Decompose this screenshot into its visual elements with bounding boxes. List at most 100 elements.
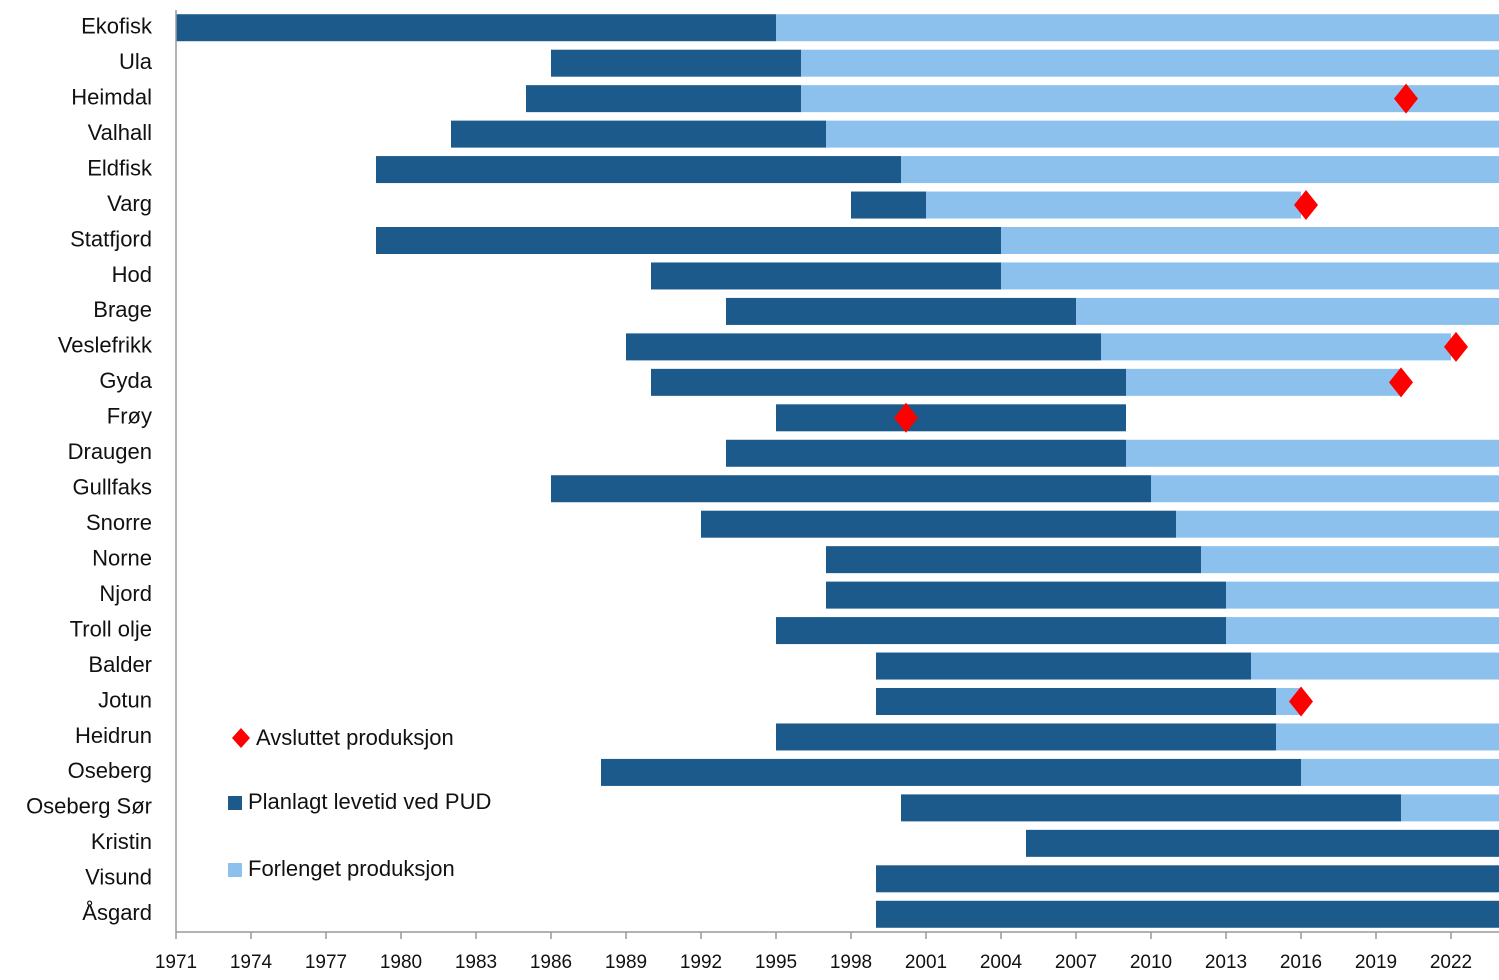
bar-segment	[601, 758, 1301, 786]
y-tick-label: Heidrun	[75, 723, 152, 748]
bar-segment	[1126, 368, 1401, 396]
bar-segment	[1101, 333, 1451, 361]
y-tick-label: Snorre	[86, 510, 152, 535]
bar-segment	[376, 227, 1001, 254]
bar-segment	[776, 404, 1126, 432]
end-marker	[1394, 83, 1418, 114]
y-tick-label: Hod	[112, 262, 152, 287]
bar-segment	[451, 120, 826, 148]
bar-segment	[1251, 652, 1499, 680]
y-tick-label: Oseberg	[68, 758, 152, 783]
bar-segment	[901, 156, 1499, 184]
x-tick-label: 2016	[1280, 952, 1322, 973]
x-tick-label: 2004	[980, 952, 1023, 973]
y-tick-label: Brage	[93, 297, 152, 322]
bar-segment	[1276, 723, 1499, 751]
y-tick-label: Ula	[119, 49, 153, 74]
y-tick-label: Jotun	[98, 687, 152, 712]
x-tick-label: 1992	[680, 952, 722, 973]
bar-segment	[176, 14, 776, 42]
bar-segment	[776, 617, 1226, 645]
bar-segment	[776, 723, 1276, 751]
x-tick-label: 1989	[605, 952, 647, 973]
x-tick-label: 1980	[380, 952, 422, 973]
bar-segment	[1151, 475, 1499, 503]
bar-segment	[1226, 617, 1499, 645]
y-tick-label: Varg	[107, 191, 152, 216]
y-tick-label: Gyda	[99, 368, 152, 393]
y-tick-label: Balder	[88, 652, 152, 677]
bar-segment	[1176, 510, 1499, 538]
bar-segment	[876, 652, 1251, 680]
bar-segment	[1076, 297, 1499, 325]
bar-segment	[1301, 758, 1499, 786]
x-tick-label: 1971	[155, 952, 197, 973]
bar-segment	[1001, 262, 1499, 290]
y-tick-label: Frøy	[107, 404, 152, 429]
x-tick-label: 2022	[1430, 952, 1472, 973]
y-tick-label: Valhall	[88, 120, 152, 145]
bar-segment	[876, 688, 1276, 715]
end-marker	[1444, 331, 1468, 362]
x-tick-label: 1977	[305, 952, 347, 973]
y-tick-label: Njord	[99, 581, 152, 606]
bar-segment	[851, 191, 926, 219]
bar-segment	[826, 120, 1499, 148]
legend-label: Avsluttet produksjon	[256, 725, 454, 750]
y-tick-label: Eldfisk	[87, 155, 153, 180]
bar-segment	[1226, 581, 1499, 609]
x-tick-label: 1974	[230, 952, 273, 973]
bar-segment	[876, 865, 1499, 893]
end-marker	[1389, 367, 1413, 398]
y-tick-label: Troll olje	[70, 616, 152, 641]
legend-label: Planlagt levetid ved PUD	[248, 789, 491, 814]
bar-segment	[776, 14, 1499, 42]
y-tick-label: Draugen	[68, 439, 152, 464]
bar-segment	[901, 794, 1401, 822]
bar-segment	[801, 85, 1499, 113]
legend-marker	[232, 728, 250, 748]
bar-segment	[1026, 829, 1499, 857]
bar-segment	[1126, 439, 1499, 467]
x-tick-label: 1986	[530, 952, 572, 973]
bar-segment	[551, 49, 801, 77]
y-tick-label: Åsgard	[82, 900, 152, 925]
y-tick-label: Gullfaks	[73, 475, 152, 500]
y-tick-label: Heimdal	[71, 84, 152, 109]
x-tick-label: 1998	[830, 952, 872, 973]
bar-segment	[651, 368, 1126, 396]
legend-swatch	[228, 796, 242, 810]
end-marker	[1294, 190, 1318, 221]
x-tick-label: 1995	[755, 952, 797, 973]
bar-segment	[376, 156, 901, 184]
y-tick-label: Visund	[85, 865, 152, 890]
y-tick-label: Veslefrikk	[58, 333, 153, 358]
y-tick-label: Statfjord	[70, 226, 152, 251]
y-tick-label: Ekofisk	[81, 14, 153, 39]
y-tick-label: Norne	[92, 545, 152, 570]
legend-swatch	[228, 863, 242, 877]
bar-segment	[726, 297, 1076, 325]
x-tick-label: 2007	[1055, 952, 1097, 973]
x-tick-label: 2019	[1355, 952, 1397, 973]
bar-segment	[876, 900, 1499, 928]
bar-segment	[726, 439, 1126, 467]
bar-segment	[1201, 546, 1499, 574]
x-tick-label: 2010	[1130, 952, 1172, 973]
bar-segment	[551, 475, 1151, 503]
y-tick-label: Oseberg Sør	[26, 794, 152, 819]
bar-segment	[801, 49, 1499, 77]
end-marker	[894, 402, 918, 433]
x-tick-label: 1983	[455, 952, 497, 973]
bar-segment	[1401, 794, 1499, 822]
bar-segment	[826, 546, 1201, 574]
bar-segment	[701, 510, 1176, 538]
bar-segment	[926, 191, 1301, 219]
x-tick-label: 2013	[1205, 952, 1247, 973]
bar-segment	[651, 262, 1001, 290]
bar-segment	[526, 85, 801, 113]
x-tick-label: 2001	[905, 952, 947, 973]
y-tick-label: Kristin	[91, 829, 152, 854]
legend-label: Forlenget produksjon	[248, 856, 455, 881]
bar-segment	[626, 333, 1101, 361]
